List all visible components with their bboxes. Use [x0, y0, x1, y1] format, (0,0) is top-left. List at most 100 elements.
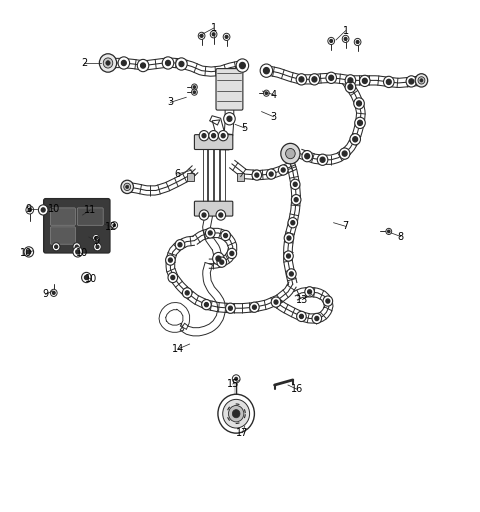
Circle shape	[355, 117, 365, 129]
Circle shape	[121, 60, 126, 66]
Circle shape	[166, 60, 170, 66]
Text: 16: 16	[290, 384, 303, 394]
Circle shape	[312, 313, 322, 324]
Circle shape	[299, 77, 304, 82]
Circle shape	[221, 134, 225, 138]
FancyBboxPatch shape	[194, 201, 233, 216]
Circle shape	[281, 143, 300, 164]
Circle shape	[286, 148, 295, 159]
Text: 14: 14	[171, 344, 184, 354]
Circle shape	[166, 255, 175, 265]
Circle shape	[308, 290, 312, 294]
Circle shape	[290, 179, 300, 189]
Circle shape	[320, 157, 325, 162]
FancyBboxPatch shape	[77, 208, 103, 225]
Circle shape	[356, 40, 359, 44]
Circle shape	[265, 92, 267, 94]
Circle shape	[323, 296, 333, 306]
Text: 8: 8	[398, 231, 404, 242]
Circle shape	[236, 59, 249, 72]
Circle shape	[326, 299, 330, 303]
Circle shape	[309, 74, 320, 85]
Circle shape	[252, 305, 256, 309]
Circle shape	[113, 224, 115, 226]
Circle shape	[287, 269, 296, 279]
Circle shape	[82, 272, 91, 283]
Circle shape	[342, 151, 347, 156]
Circle shape	[219, 213, 223, 217]
Circle shape	[192, 89, 197, 95]
Circle shape	[284, 233, 294, 243]
Circle shape	[266, 169, 276, 179]
Circle shape	[26, 206, 34, 214]
Circle shape	[294, 198, 298, 202]
Circle shape	[52, 243, 60, 251]
Circle shape	[185, 291, 189, 295]
Circle shape	[296, 74, 307, 85]
Circle shape	[171, 275, 175, 280]
Circle shape	[250, 302, 259, 312]
Circle shape	[228, 306, 232, 310]
FancyBboxPatch shape	[44, 199, 110, 253]
Text: 9: 9	[26, 204, 32, 214]
FancyBboxPatch shape	[194, 135, 233, 150]
Bar	[237, 173, 244, 181]
Circle shape	[168, 272, 178, 283]
Circle shape	[287, 254, 290, 258]
Circle shape	[269, 172, 273, 176]
Circle shape	[291, 221, 295, 225]
Circle shape	[224, 113, 235, 125]
Circle shape	[302, 151, 312, 162]
Text: 13: 13	[296, 294, 309, 305]
Circle shape	[93, 234, 99, 242]
Circle shape	[199, 131, 209, 141]
Text: 10: 10	[85, 274, 97, 284]
Circle shape	[224, 233, 228, 238]
Circle shape	[344, 37, 347, 40]
FancyBboxPatch shape	[216, 69, 243, 110]
Text: 17: 17	[236, 428, 249, 438]
Circle shape	[354, 98, 364, 109]
Circle shape	[217, 257, 227, 267]
Circle shape	[281, 168, 285, 172]
Circle shape	[41, 208, 45, 212]
Circle shape	[199, 210, 209, 220]
Circle shape	[76, 250, 80, 254]
Circle shape	[386, 228, 392, 234]
Circle shape	[137, 59, 149, 72]
Circle shape	[330, 39, 333, 42]
Circle shape	[227, 116, 232, 121]
Circle shape	[406, 76, 417, 87]
Text: 11: 11	[84, 205, 96, 215]
Circle shape	[223, 399, 250, 428]
Circle shape	[274, 300, 278, 304]
Circle shape	[118, 57, 130, 69]
Circle shape	[218, 394, 254, 433]
Circle shape	[178, 243, 182, 247]
Text: 2: 2	[81, 58, 87, 68]
Circle shape	[240, 62, 245, 69]
Circle shape	[287, 236, 291, 240]
Text: 12: 12	[105, 222, 118, 232]
Circle shape	[300, 314, 303, 318]
Circle shape	[345, 81, 356, 93]
Circle shape	[264, 90, 269, 96]
Circle shape	[358, 120, 362, 125]
Circle shape	[388, 230, 390, 232]
Circle shape	[176, 58, 187, 70]
Text: 3: 3	[168, 97, 173, 108]
Circle shape	[200, 34, 203, 37]
Circle shape	[198, 32, 205, 39]
Circle shape	[271, 297, 281, 307]
Text: 9: 9	[43, 289, 48, 300]
Circle shape	[409, 79, 414, 84]
Circle shape	[317, 154, 328, 165]
Circle shape	[95, 237, 97, 240]
Circle shape	[232, 375, 240, 383]
Circle shape	[208, 231, 212, 235]
Circle shape	[278, 165, 288, 175]
Circle shape	[202, 213, 206, 217]
Circle shape	[223, 33, 230, 40]
Circle shape	[73, 243, 81, 251]
Circle shape	[213, 252, 224, 265]
